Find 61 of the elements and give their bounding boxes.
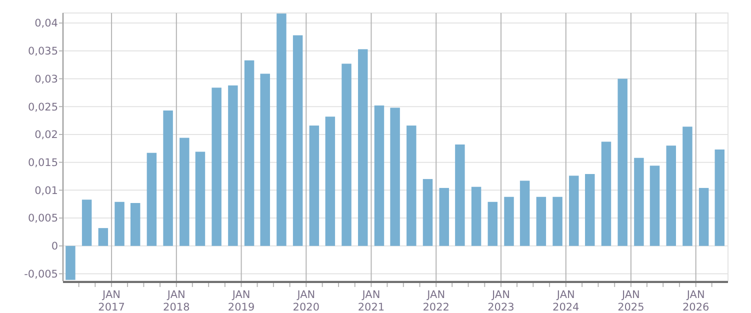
bar: [146, 152, 157, 246]
x-tick-label: JAN 2017: [98, 289, 125, 313]
y-tick-label: 0,04: [34, 18, 58, 30]
bar: [455, 144, 465, 246]
x-tick-label: JAN 2024: [552, 289, 580, 313]
bar: [325, 116, 336, 246]
bar: [82, 200, 92, 246]
bar: [212, 88, 222, 246]
bar: [569, 176, 579, 246]
bar: [260, 74, 270, 246]
bar: [601, 142, 612, 246]
x-tick-label: JAN 2021: [358, 289, 385, 313]
bar: [163, 110, 173, 246]
bar: [714, 150, 725, 246]
x-tick-label: JAN 2026: [682, 289, 710, 313]
y-tick-label: 0: [51, 240, 58, 253]
bar: [130, 202, 140, 246]
bar: [585, 174, 595, 246]
x-tick-label: JAN 2023: [488, 289, 514, 313]
bar: [114, 202, 124, 246]
x-tick-label: JAN 2022: [422, 289, 450, 313]
y-tick-label: 0,01: [34, 184, 58, 197]
bar: [471, 186, 482, 246]
x-tick-label: JAN 2025: [618, 289, 644, 313]
bar: [618, 78, 628, 246]
bar: [698, 188, 709, 246]
y-tick-label: 0,025: [28, 101, 58, 114]
bar: [488, 202, 498, 246]
bar: [422, 179, 433, 246]
bar: [666, 146, 676, 246]
bar: [520, 180, 530, 246]
bar: [390, 108, 400, 246]
bar: [374, 105, 384, 246]
bar: [682, 126, 692, 246]
bar: [244, 60, 254, 246]
bar: [292, 35, 303, 246]
x-tick-label: JAN 2020: [292, 289, 320, 313]
bar: [406, 126, 416, 246]
bar: [536, 196, 546, 246]
y-tick-label: 0,035: [28, 46, 58, 58]
bar: [504, 196, 514, 246]
bar: [228, 85, 238, 246]
bar: [276, 14, 286, 246]
x-tick-label: JAN 2019: [228, 289, 255, 313]
bar: [98, 228, 108, 246]
bar: [66, 246, 76, 280]
bar: [342, 64, 352, 246]
y-tick-label: 0,015: [28, 156, 58, 169]
bar: [309, 126, 320, 246]
x-tick-label: JAN 2018: [163, 289, 190, 313]
y-tick-label: 0,02: [34, 129, 58, 142]
y-tick-label: 0,03: [34, 73, 58, 86]
bar: [195, 152, 206, 246]
bar: [180, 138, 190, 246]
bar: [439, 188, 449, 246]
bar: [650, 166, 660, 246]
bar: [634, 158, 644, 246]
y-tick-label: -0,005: [24, 268, 58, 280]
y-tick-label: 0,005: [28, 212, 58, 225]
bar: [358, 49, 368, 246]
bar: [552, 196, 562, 246]
